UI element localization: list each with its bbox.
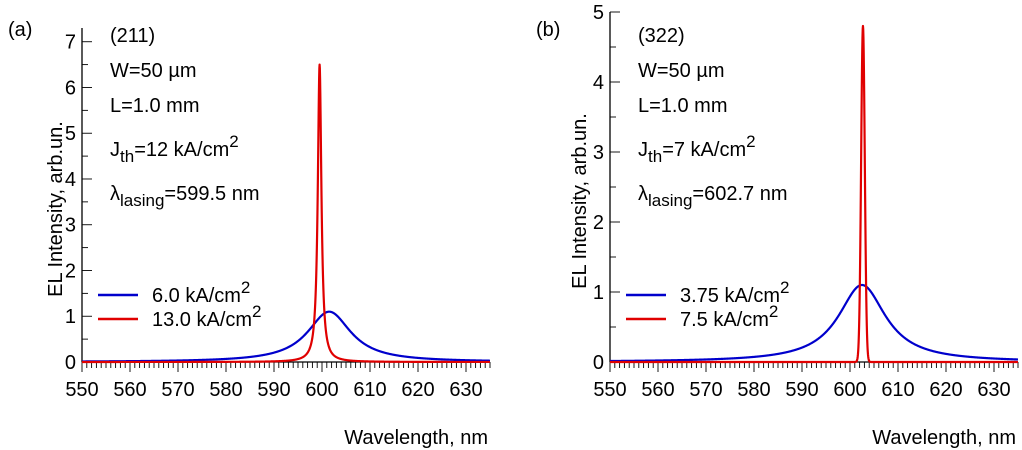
y-tick-label: 4 [65, 169, 76, 191]
sample-label: (322) [638, 25, 685, 47]
legend-label-0: 3.75 kA/cm2 [680, 278, 790, 307]
length-label: L=1.0 mm [638, 95, 727, 117]
y-tick-label: 3 [65, 215, 76, 237]
y-tick-label: 2 [593, 212, 604, 234]
x-axis-label: Wavelength, nm [872, 427, 1016, 449]
x-tick-label: 600 [305, 379, 338, 401]
x-tick-label: 620 [929, 379, 962, 401]
y-tick-label: 6 [65, 77, 76, 99]
lasing-wavelength-label-part-0: λ [638, 183, 648, 205]
x-axis-label: Wavelength, nm [344, 427, 488, 449]
x-tick-label: 570 [689, 379, 722, 401]
sample-label: (211) [110, 25, 155, 47]
y-axis-label: EL Intensity, arb.un. [45, 121, 67, 297]
y-tick-label: 5 [65, 123, 76, 145]
threshold-label-part-1: th [120, 147, 134, 166]
legend-label-0-part-1: 2 [241, 278, 250, 297]
y-tick-label: 2 [65, 260, 76, 282]
lasing-wavelength-label: λlasing=602.7 nm [638, 183, 788, 210]
x-tick-label: 630 [449, 379, 482, 401]
panel-label: (b) [536, 19, 560, 41]
lasing-wavelength-label-part-1: lasing [120, 191, 164, 210]
x-tick-label: 580 [209, 379, 242, 401]
y-tick-label: 3 [593, 142, 604, 164]
lasing-wavelength-label: λlasing=599.5 nm [110, 183, 260, 210]
length-label: L=1.0 mm [110, 95, 199, 117]
x-tick-label: 610 [881, 379, 914, 401]
chart-panel-0: (a) 550 560 570 580 590 600 610 620 630 0 1 2 3 4 5 6 7 Wa… [8, 19, 491, 449]
y-tick-label: 1 [593, 282, 604, 304]
x-tick-label: 620 [401, 379, 434, 401]
series-line-1 [609, 24, 1019, 364]
x-tick-label: 590 [257, 379, 290, 401]
lasing-wavelength-label-part-2: =599.5 nm [164, 183, 259, 205]
threshold-label-part-2: =12 kA/cm [134, 139, 229, 161]
legend-label-0: 6.0 kA/cm2 [152, 278, 250, 307]
threshold-label-part-1: th [648, 147, 662, 166]
series-line-1 [81, 63, 491, 364]
legend-label-1-part-0: 7.5 kA/cm [680, 309, 769, 331]
x-tick-label: 630 [977, 379, 1010, 401]
y-tick-label: 1 [65, 306, 76, 328]
threshold-label-part-3: 2 [229, 132, 238, 151]
series-line-0 [609, 283, 1019, 363]
x-tick-label: 550 [593, 379, 626, 401]
lasing-wavelength-label-part-0: λ [110, 183, 120, 205]
x-tick-label: 560 [641, 379, 674, 401]
threshold-label: Jth=7 kA/cm2 [638, 132, 756, 166]
legend-label-1: 7.5 kA/cm2 [680, 302, 778, 331]
width-label: W=50 µm [110, 60, 197, 82]
legend-label-1-part-1: 2 [769, 302, 778, 321]
chart-panel-1: (b) 550 560 570 580 590 600 610 620 630 0 1 2 3 4 5 Wave… [536, 2, 1019, 449]
width-label: W=50 µm [638, 60, 725, 82]
legend-label-0-part-0: 3.75 kA/cm [680, 285, 780, 307]
x-tick-label: 590 [785, 379, 818, 401]
x-tick-label: 580 [737, 379, 770, 401]
y-tick-label: 0 [593, 352, 604, 374]
panel-label: (a) [8, 19, 32, 41]
y-axis-label: EL Intensity, arb.un. [569, 113, 591, 289]
y-tick-label: 4 [593, 72, 604, 94]
threshold-label-part-3: 2 [746, 132, 755, 151]
threshold-label: Jth=12 kA/cm2 [110, 132, 239, 166]
legend-label-1-part-1: 2 [252, 302, 261, 321]
y-tick-label: 5 [593, 2, 604, 24]
legend-label-1: 13.0 kA/cm2 [152, 302, 262, 331]
x-tick-label: 600 [833, 379, 866, 401]
x-tick-label: 610 [353, 379, 386, 401]
lasing-wavelength-label-part-2: =602.7 nm [692, 183, 787, 205]
y-tick-label: 0 [65, 352, 76, 374]
legend-label-0-part-1: 2 [780, 278, 789, 297]
threshold-label-part-0: J [110, 139, 120, 161]
x-tick-label: 570 [161, 379, 194, 401]
lasing-wavelength-label-part-1: lasing [648, 191, 692, 210]
threshold-label-part-2: =7 kA/cm [662, 139, 746, 161]
series-line-0 [81, 310, 491, 363]
x-tick-label: 560 [113, 379, 146, 401]
legend-label-1-part-0: 13.0 kA/cm [152, 309, 252, 331]
y-tick-label: 7 [65, 32, 76, 54]
threshold-label-part-0: J [638, 139, 648, 161]
legend-label-0-part-0: 6.0 kA/cm [152, 285, 241, 307]
x-tick-label: 550 [65, 379, 98, 401]
